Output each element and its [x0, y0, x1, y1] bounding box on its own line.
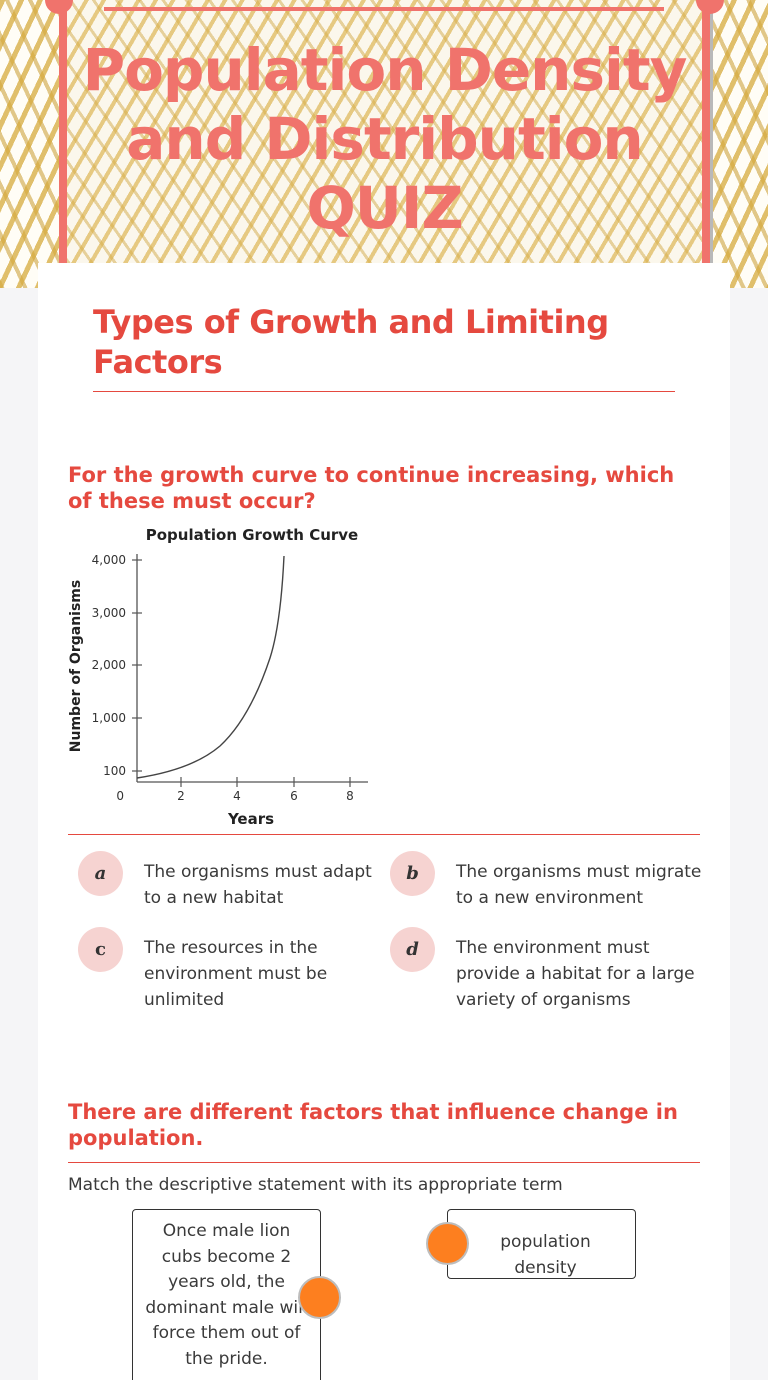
question-2-prompt: There are different factors that influen…: [68, 1100, 678, 1150]
statement-connector-dot[interactable]: [298, 1276, 341, 1319]
x-tick-4: 4: [233, 789, 241, 803]
banner-top-line: [104, 7, 664, 11]
banner-frame: [45, 0, 724, 263]
section-title: Types of Growth and Limiting Factors: [93, 303, 609, 381]
option-a-text: The organisms must adapt to a new habita…: [144, 862, 372, 908]
option-b-badge: b: [390, 851, 435, 896]
chart-title: Population Growth Curve: [146, 526, 358, 544]
option-b[interactable]: b The organisms must migrate to a new en…: [390, 851, 706, 911]
quiz-title: Population Density and Distribution QUIZ: [82, 36, 688, 242]
y-tick-3000: 3,000: [92, 606, 126, 620]
y-tick-2000: 2,000: [92, 658, 126, 672]
option-a-badge: a: [78, 851, 123, 896]
x-tick-6: 6: [290, 789, 298, 803]
x-tick-2: 2: [177, 789, 185, 803]
option-b-text: The organisms must migrate to a new envi…: [456, 862, 702, 908]
chart-ylabel: Number of Organisms: [68, 580, 84, 752]
match-statement-card[interactable]: Once male lion cubs become 2 years old, …: [132, 1209, 321, 1380]
chart-xlabel: Years: [227, 810, 274, 828]
section-divider: [93, 391, 675, 392]
question-1-divider: [68, 834, 700, 835]
match-term-card[interactable]: population density: [447, 1209, 636, 1279]
option-c[interactable]: c The resources in the environment must …: [78, 927, 344, 1013]
y-tick-1000: 1,000: [92, 711, 126, 725]
option-d[interactable]: d The environment must provide a habitat…: [390, 927, 696, 1013]
term-connector-dot[interactable]: [426, 1222, 469, 1265]
y-tick-100: 100: [103, 764, 126, 778]
banner-corner-right: [696, 0, 724, 14]
match-statement-text: Once male lion cubs become 2 years old, …: [145, 1221, 308, 1369]
question-2-divider: [68, 1162, 700, 1163]
x-tick-8: 8: [346, 789, 354, 803]
y-tick-0: 0: [116, 789, 124, 803]
match-term-text: population density: [500, 1232, 591, 1278]
population-growth-chart: Population Growth Curve Number of Organi…: [60, 518, 380, 830]
option-c-badge: c: [78, 927, 123, 972]
header-banner: Population Density and Distribution QUIZ: [0, 0, 768, 288]
content-card: [38, 263, 730, 1380]
banner-corner-left: [45, 0, 73, 14]
match-instructions: Match the descriptive statement with its…: [68, 1175, 563, 1195]
question-1-prompt: For the growth curve to continue increas…: [68, 463, 675, 513]
option-c-text: The resources in the environment must be…: [144, 938, 328, 1010]
option-d-text: The environment must provide a habitat f…: [456, 938, 695, 1010]
y-tick-4000: 4,000: [92, 553, 126, 567]
growth-curve: [136, 555, 285, 779]
option-d-badge: d: [390, 927, 435, 972]
option-a[interactable]: a The organisms must adapt to a new habi…: [78, 851, 384, 911]
